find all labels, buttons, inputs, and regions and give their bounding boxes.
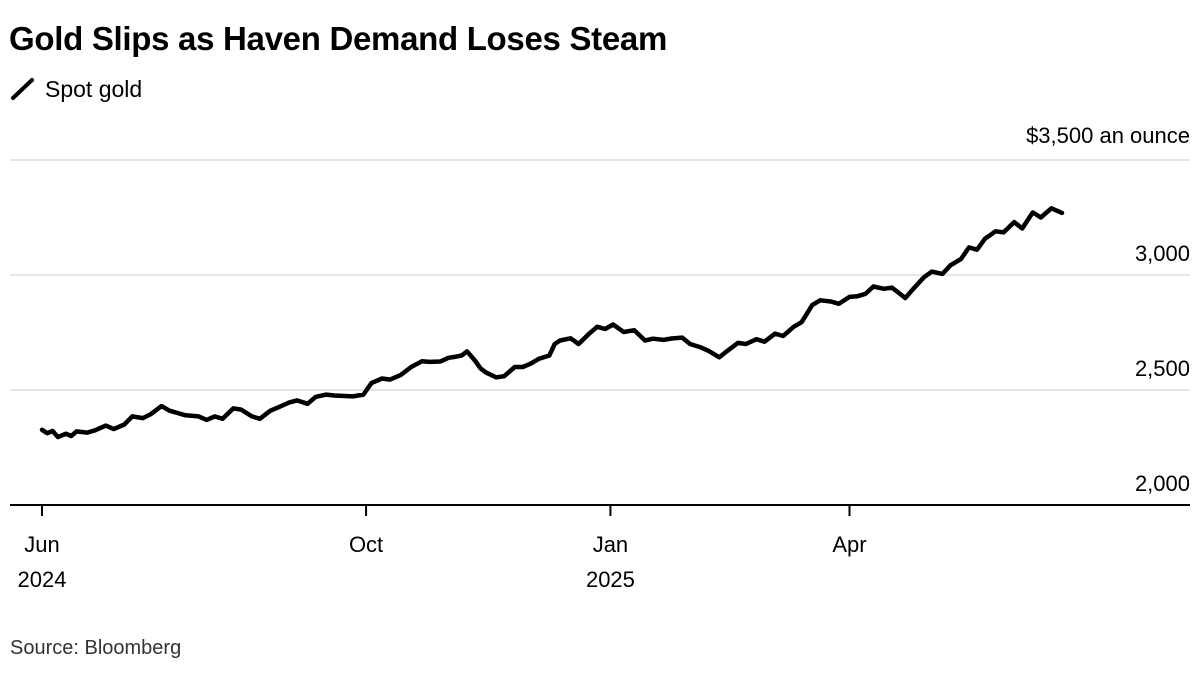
y-axis-unit-label: $3,500 an ounce (1026, 123, 1190, 148)
x-tick-year-label: 2025 (586, 567, 635, 592)
x-tick-label: Oct (349, 532, 383, 557)
y-tick-label: 2,500 (1135, 356, 1190, 381)
series-line-spot-gold (39, 206, 1065, 440)
x-tick-year-label: 2024 (18, 567, 67, 592)
x-tick-label: Jun (24, 532, 59, 557)
legend: Spot gold (10, 74, 142, 104)
line-swatch-icon (11, 78, 34, 100)
legend-label: Spot gold (45, 75, 143, 102)
chart-title: Gold Slips as Haven Demand Loses Steam (9, 20, 667, 57)
y-tick-label: 3,000 (1135, 241, 1190, 266)
source-note: Source: Bloomberg (10, 637, 182, 659)
x-tick-label: Apr (832, 532, 866, 557)
x-tick-label: Jan (593, 532, 628, 557)
y-tick-label: 2,000 (1135, 471, 1190, 496)
